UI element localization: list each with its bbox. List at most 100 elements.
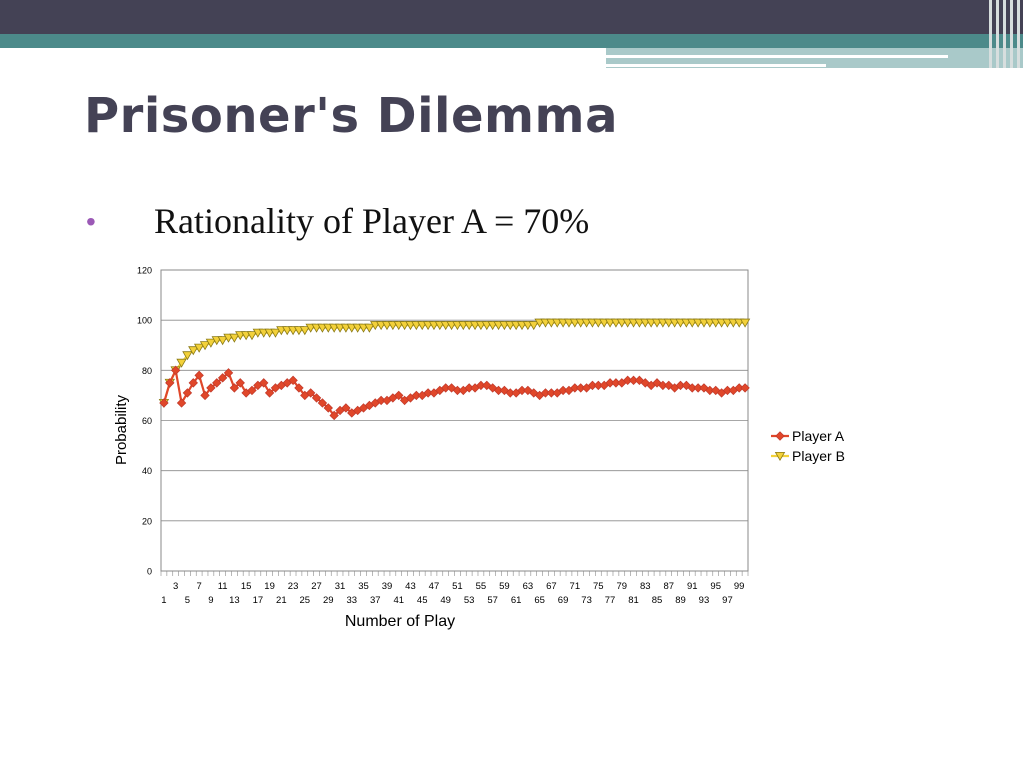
data-point-player-a (159, 398, 169, 408)
x-tick-label: 49 (440, 595, 451, 606)
x-tick-label: 59 (499, 581, 510, 592)
x-tick-label: 39 (382, 581, 393, 592)
x-tick-label: 55 (476, 581, 487, 592)
x-tick-label: 1 (161, 595, 166, 606)
header-teal-band (0, 34, 1023, 48)
x-tick-label: 87 (663, 581, 674, 592)
x-tick-label: 77 (605, 595, 616, 606)
x-tick-label: 73 (581, 595, 592, 606)
data-point-player-b (364, 323, 375, 333)
x-tick-label: 11 (218, 581, 228, 592)
y-tick-label: 20 (142, 516, 152, 526)
x-tick-label: 67 (546, 581, 557, 592)
data-point-player-a (176, 398, 187, 408)
x-tick-label: 27 (311, 581, 322, 592)
data-point-player-b (739, 318, 751, 328)
data-point-player-a (165, 378, 175, 388)
x-tick-label: 95 (710, 581, 721, 592)
x-tick-label: 91 (687, 581, 698, 592)
x-tick-label: 51 (452, 581, 463, 592)
y-tick-label: 80 (142, 366, 152, 376)
data-point-player-b (193, 343, 205, 353)
data-point-player-a (288, 375, 298, 386)
header-accent-line (606, 55, 948, 58)
x-tick-label: 89 (675, 595, 686, 606)
x-tick-label: 3 (173, 581, 178, 592)
data-point-player-b (299, 326, 311, 336)
slide-title: Prisoner's Dilemma (84, 88, 618, 144)
x-tick-label: 57 (487, 595, 498, 606)
x-tick-label: 63 (523, 581, 534, 592)
data-point-player-b (270, 328, 281, 338)
x-tick-label: 47 (429, 581, 440, 592)
legend-label: Player B (792, 448, 845, 464)
data-point-player-a (170, 365, 181, 376)
data-point-player-b (229, 333, 240, 343)
x-tick-label: 53 (464, 595, 475, 606)
legend-swatch-marker (774, 451, 786, 462)
y-axis-label: Probability (113, 394, 130, 465)
x-tick-label: 61 (511, 595, 522, 606)
data-point-player-a (247, 385, 257, 396)
legend-swatch-marker (775, 431, 785, 441)
data-point-player-a (259, 378, 269, 388)
data-point-player-a (699, 383, 709, 393)
x-tick-label: 65 (534, 595, 545, 606)
data-point-player-a (740, 383, 750, 393)
x-tick-label: 75 (593, 581, 604, 592)
x-tick-label: 21 (276, 595, 287, 606)
x-tick-label: 15 (241, 581, 252, 592)
x-tick-label: 37 (370, 595, 381, 606)
data-point-player-b (246, 331, 258, 341)
x-tick-label: 17 (253, 595, 264, 606)
data-point-player-b (217, 336, 228, 346)
x-axis-label: Number of Play (345, 613, 455, 630)
y-tick-label: 40 (142, 466, 152, 476)
x-tick-label: 5 (185, 595, 190, 606)
data-point-player-a (235, 378, 245, 388)
x-tick-label: 33 (346, 595, 357, 606)
data-point-player-b (188, 346, 199, 356)
data-point-player-a (317, 398, 328, 408)
x-tick-label: 35 (358, 581, 369, 592)
x-tick-label: 19 (264, 581, 275, 592)
data-point-player-a (217, 373, 228, 383)
x-tick-label: 97 (722, 595, 733, 606)
data-point-player-a (182, 388, 193, 398)
x-tick-label: 81 (628, 595, 639, 606)
header-dark-band (0, 0, 1023, 34)
header-stripes (987, 0, 1023, 68)
x-tick-label: 99 (734, 581, 745, 592)
y-tick-label: 0 (147, 567, 152, 577)
x-tick-label: 29 (323, 595, 334, 606)
data-point-player-a (305, 388, 316, 398)
bullet-text: Rationality of Player A = 70% (154, 201, 590, 241)
x-tick-label: 71 (570, 581, 581, 592)
x-tick-label: 69 (558, 595, 569, 606)
x-tick-label: 7 (197, 581, 202, 592)
data-point-player-a (206, 383, 216, 393)
data-point-player-a (223, 368, 234, 378)
x-tick-label: 83 (640, 581, 651, 592)
y-tick-label: 60 (142, 416, 152, 426)
data-point-player-a (188, 378, 198, 388)
x-tick-label: 85 (652, 595, 663, 606)
data-point-player-b (199, 341, 211, 351)
data-point-player-a (341, 403, 351, 413)
data-point-player-a (200, 390, 210, 401)
data-point-player-a (212, 378, 222, 388)
y-tick-label: 120 (137, 266, 152, 276)
data-point-player-a (323, 403, 333, 413)
bullet-marker: • (86, 206, 96, 237)
x-tick-label: 45 (417, 595, 428, 606)
x-tick-label: 9 (208, 595, 213, 606)
series-line-player-b (162, 321, 746, 404)
x-tick-label: 23 (288, 581, 299, 592)
data-point-player-a (394, 390, 404, 401)
y-tick-label: 100 (137, 316, 152, 326)
data-point-player-b (528, 321, 539, 331)
data-point-player-b (205, 338, 217, 348)
data-point-player-a (294, 383, 304, 393)
data-point-player-b (176, 358, 187, 368)
